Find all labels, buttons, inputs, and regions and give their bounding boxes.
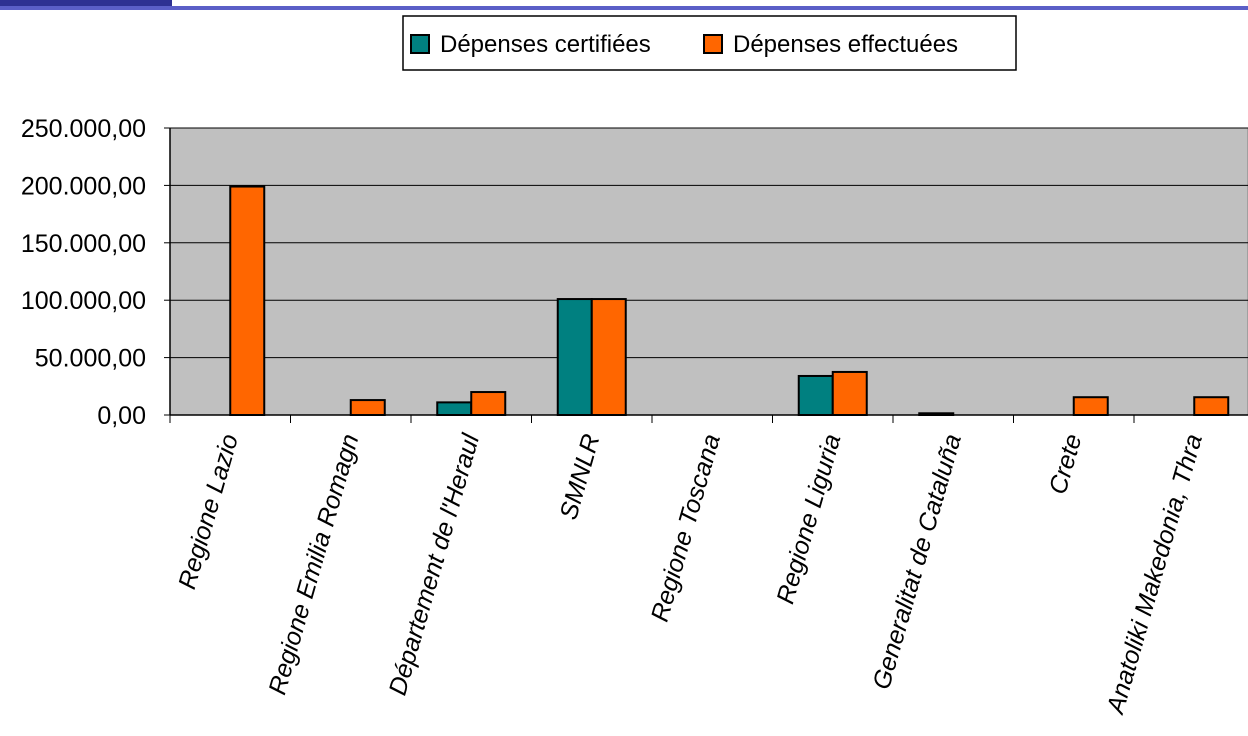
y-tick-label: 200.000,00 [21,172,146,200]
bar-spent [349,399,386,416]
bar-certified [436,401,473,417]
x-tick-label: SMNLR [554,431,605,523]
x-tick-label: Generalitat de Cataluña [867,431,967,693]
bar-certified [797,374,834,416]
x-tick-label: Regione Liguria [771,431,846,607]
bar-spent [1193,396,1230,416]
header-bar [0,0,1248,12]
y-tick-label: 50.000,00 [35,345,146,373]
header-line [0,6,1248,10]
x-tick-label: Département de l'Heraul [384,430,486,699]
legend-label: Dépenses effectuées [733,31,958,58]
bar-certified [918,412,955,417]
bar-spent [831,370,868,417]
legend-swatch [703,34,723,54]
y-tick-label: 150.000,00 [21,230,146,258]
x-tick-label: Anatoliki Makedonia, Thra [1101,431,1208,719]
x-tick-label: Regione Emilia Romagn [263,431,364,698]
header-accent [0,0,172,6]
bar-certified [556,298,593,416]
x-tick-label: Regione Lazio [173,431,244,592]
y-tick-label: 250.000,00 [21,115,146,143]
bar-spent [1072,396,1109,416]
legend-swatch [410,34,430,54]
y-tick-label: 100.000,00 [21,287,146,315]
legend-label: Dépenses certifiées [440,31,651,58]
x-tick-label: Crete [1044,431,1088,497]
x-tick-label: Regione Toscana [646,431,726,625]
bar-spent [229,185,266,416]
y-tick-label: 0,00 [97,402,146,430]
plot-area [169,127,1248,416]
bar-spent [590,298,627,416]
bar-spent [470,391,507,417]
